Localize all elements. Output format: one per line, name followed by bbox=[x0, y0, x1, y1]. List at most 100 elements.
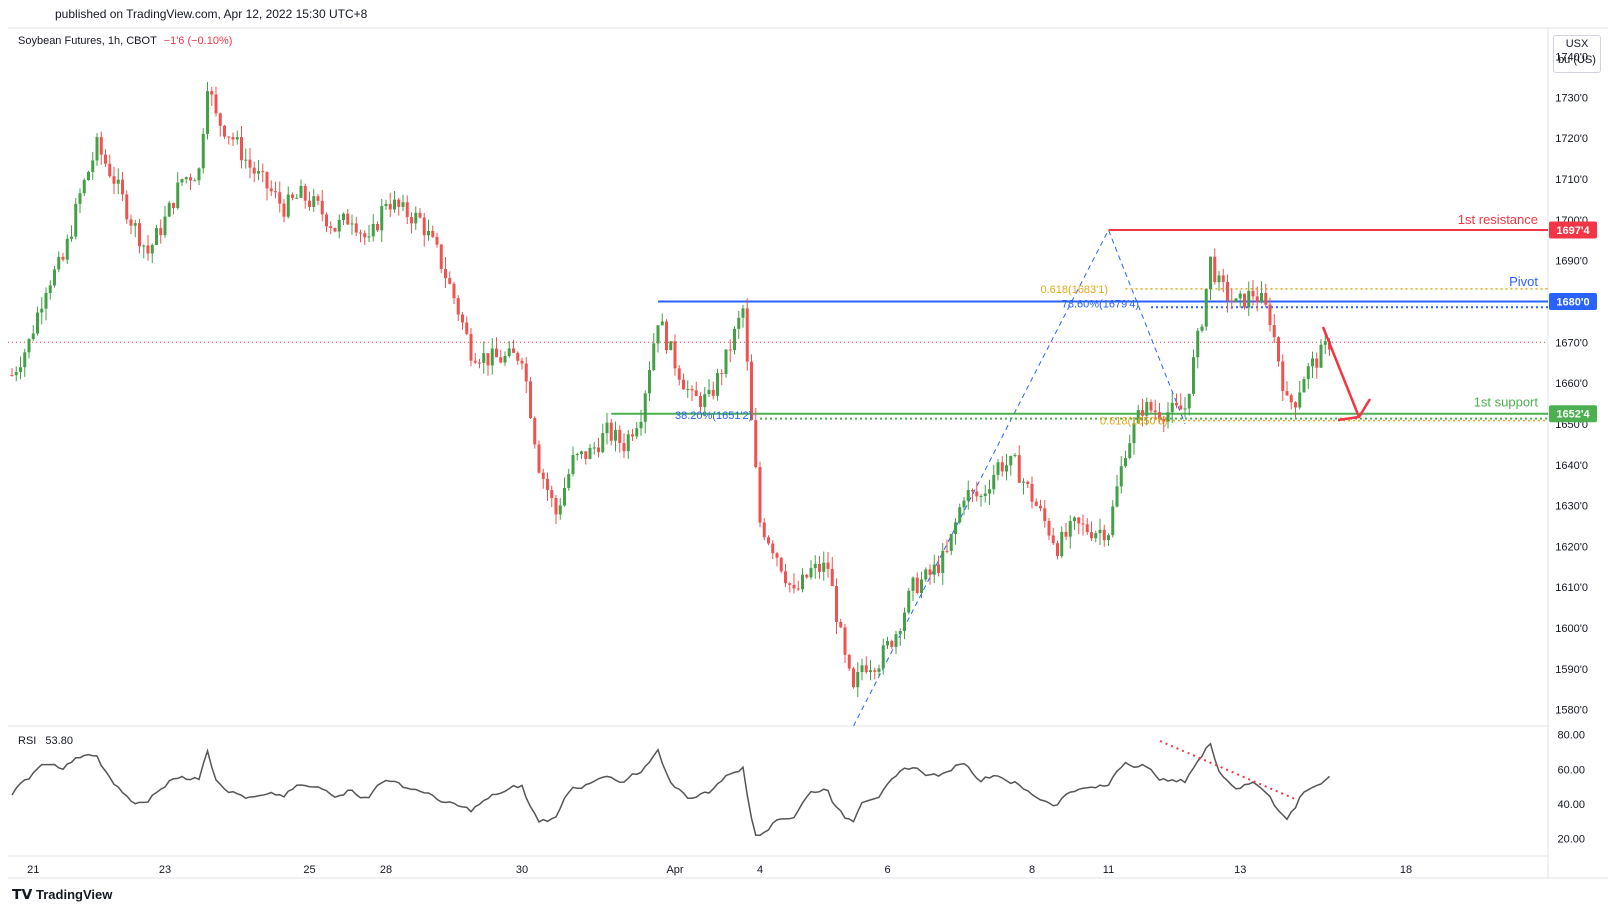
candle-body bbox=[1026, 481, 1030, 485]
candle-body bbox=[754, 420, 758, 468]
candle-body bbox=[316, 196, 320, 201]
rsi-legend[interactable]: RSI 53.80 bbox=[18, 735, 73, 747]
time-tick-label: 25 bbox=[303, 864, 315, 876]
candle-body bbox=[550, 490, 554, 498]
price-tick-label: 1710'0 bbox=[1555, 174, 1588, 186]
candle-body bbox=[1200, 326, 1204, 331]
candle-body bbox=[915, 577, 919, 593]
candle-body bbox=[1209, 256, 1212, 290]
candles bbox=[10, 81, 1331, 698]
resistance-label: 1st resistance bbox=[1458, 212, 1538, 227]
candle-body bbox=[325, 214, 328, 227]
candle-body bbox=[597, 447, 600, 453]
candle-body bbox=[911, 577, 915, 591]
candle-body bbox=[61, 256, 65, 260]
support-price-tag: 1652'4 bbox=[1549, 405, 1597, 423]
candle-body bbox=[932, 564, 936, 575]
resistance-price-tag: 1697'4 bbox=[1549, 221, 1597, 239]
candle-body bbox=[537, 444, 541, 473]
candle-body bbox=[983, 493, 987, 497]
candle-body bbox=[269, 188, 273, 192]
tradingview-logo[interactable]: 𝗧𝗩 TradingView bbox=[12, 886, 112, 903]
candle-body bbox=[112, 176, 116, 184]
candle-body bbox=[44, 292, 48, 309]
candle-body bbox=[1141, 410, 1144, 416]
candle-body bbox=[397, 199, 401, 207]
time-tick-label: 28 bbox=[380, 864, 392, 876]
candle-body bbox=[779, 557, 783, 572]
candle-body bbox=[261, 171, 265, 173]
price-axis-ticks: 1740'01730'01720'01710'01700'01690'01680… bbox=[1555, 52, 1588, 717]
candle-body bbox=[575, 453, 579, 455]
candle-body bbox=[937, 564, 940, 573]
candle-body bbox=[745, 308, 749, 362]
candle-body bbox=[1022, 481, 1025, 483]
price-tick-label: 1610'0 bbox=[1555, 582, 1588, 594]
candle-body bbox=[125, 194, 129, 220]
candle-body bbox=[184, 177, 188, 180]
candle-body bbox=[1132, 423, 1136, 444]
candle-body bbox=[639, 421, 643, 429]
candle-body bbox=[410, 217, 413, 224]
time-tick-label: 18 bbox=[1400, 864, 1412, 876]
candle-body bbox=[784, 571, 787, 584]
candle-body bbox=[1047, 521, 1051, 536]
candle-body bbox=[384, 204, 388, 207]
candle-body bbox=[452, 283, 456, 299]
candle-body bbox=[1009, 455, 1013, 466]
candle-body bbox=[1247, 290, 1251, 308]
candle-body bbox=[818, 563, 821, 572]
support-label: 1st support bbox=[1474, 395, 1539, 410]
candle-body bbox=[482, 353, 486, 363]
candle-body bbox=[1090, 532, 1093, 539]
candle-body bbox=[767, 537, 770, 544]
symbol-legend[interactable]: Soybean Futures, 1h, CBOT −1'6 (−0.10%) bbox=[18, 35, 232, 47]
price-tick-label: 1580'0 bbox=[1555, 705, 1588, 717]
candle-body bbox=[1285, 391, 1289, 396]
currency-unit-button[interactable]: USX bu (US) bbox=[1553, 35, 1601, 73]
candle-body bbox=[1115, 486, 1119, 507]
candle-body bbox=[788, 583, 792, 585]
rsi-line bbox=[11, 742, 1331, 836]
candle-body bbox=[665, 321, 668, 351]
candle-body bbox=[852, 668, 855, 688]
candle-body bbox=[699, 396, 702, 408]
candle-body bbox=[14, 372, 18, 376]
candle-body bbox=[656, 325, 660, 344]
candle-body bbox=[265, 172, 269, 189]
price-tick-label: 1600'0 bbox=[1555, 623, 1588, 635]
candle-body bbox=[1102, 529, 1106, 541]
candle-body bbox=[1111, 506, 1115, 536]
candle-body bbox=[864, 665, 868, 673]
candle-body bbox=[371, 224, 375, 237]
candle-body bbox=[830, 568, 834, 587]
candle-body bbox=[516, 352, 520, 361]
tv-logo-icon: 𝗧𝗩 bbox=[12, 886, 33, 902]
candle-body bbox=[1039, 505, 1042, 509]
candle-body bbox=[1030, 484, 1034, 502]
candle-body bbox=[414, 212, 418, 224]
candle-body bbox=[1013, 455, 1017, 457]
rsi-tick-label: 80.00 bbox=[1557, 730, 1585, 742]
candle-body bbox=[286, 194, 290, 217]
candle-body bbox=[903, 612, 906, 632]
candle-body bbox=[1085, 524, 1089, 533]
candle-body bbox=[1319, 344, 1323, 368]
candle-body bbox=[954, 522, 957, 535]
candle-body bbox=[499, 357, 503, 363]
candle-body bbox=[584, 451, 588, 459]
candle-body bbox=[558, 505, 562, 515]
candle-body bbox=[36, 312, 39, 334]
pivot-label: Pivot bbox=[1509, 274, 1538, 289]
candle-body bbox=[1264, 292, 1268, 305]
candle-body bbox=[1323, 341, 1327, 345]
time-tick-label: 6 bbox=[884, 864, 890, 876]
candle-body bbox=[469, 333, 473, 361]
candle-body bbox=[843, 627, 847, 655]
candle-body bbox=[303, 185, 307, 201]
candle-body bbox=[796, 588, 800, 590]
candle-body bbox=[333, 227, 337, 232]
candle-body bbox=[1302, 379, 1306, 393]
candle-body bbox=[1187, 393, 1191, 409]
